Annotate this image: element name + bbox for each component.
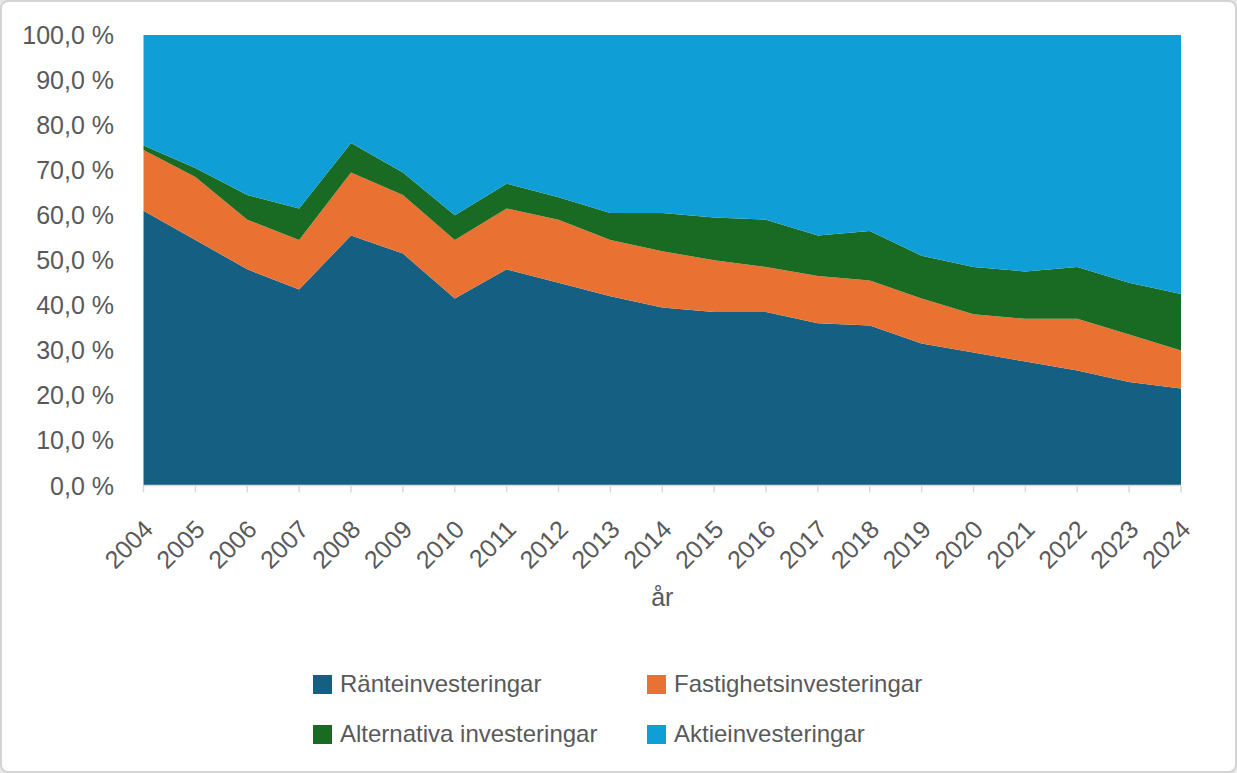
legend-item-aktieinvesteringar: Aktieinvesteringar [647,721,865,747]
x-axis-label: 2011 [463,515,521,573]
x-axis-label: 2008 [306,515,365,574]
x-axis-label: 2012 [514,515,573,574]
x-axis-label: 2009 [358,515,417,574]
x-axis-label: 2004 [99,515,158,574]
y-axis-label: 100,0 % [22,21,114,49]
legend-label: Aktieinvesteringar [674,720,865,748]
legend-marker-aktieinvesteringar [647,725,666,744]
x-axis-label: 2022 [1033,515,1092,574]
x-axis-label: 2017 [773,515,832,574]
y-axis-label: 60,0 % [36,201,114,229]
y-axis-label: 30,0 % [36,336,114,364]
x-axis-label: 2007 [255,515,314,574]
chart-frame: 0,0 % 10,0 % 20,0 % 30,0 % 40,0 % 50,0 % 60,0 … [0,0,1237,773]
x-axis-label: 2024 [1136,515,1195,574]
legend-item-ranteinvesteringar: Ränteinvesteringar [313,671,541,697]
y-axis-label: 0,0 % [50,472,114,500]
x-axis-label: 2015 [670,515,729,574]
y-axis-label: 80,0 % [36,111,114,139]
x-axis-title: år [651,583,673,611]
x-axis-label: 2010 [410,515,469,574]
legend-marker-ranteinvesteringar [313,675,332,694]
y-axis-label: 70,0 % [36,156,114,184]
legend-marker-alternativa-investeringar [313,725,332,744]
x-axis-label: 2021 [981,515,1040,574]
y-axis-label: 10,0 % [36,426,114,454]
x-axis-label: 2013 [566,515,625,574]
legend-label: Alternativa investeringar [340,720,597,748]
x-axis-label: 2019 [877,515,936,574]
stacked-area-chart: 0,0 % 10,0 % 20,0 % 30,0 % 40,0 % 50,0 % 60,0 … [2,2,1235,622]
legend-item-fastighetsinvesteringar: Fastighetsinvesteringar [647,671,922,697]
legend-item-alternativa-investeringar: Alternativa investeringar [313,721,597,747]
legend-label: Fastighetsinvesteringar [674,670,922,698]
y-axis-label: 50,0 % [36,246,114,274]
x-axis-label: 2014 [618,515,677,574]
legend-marker-fastighetsinvesteringar [647,675,666,694]
x-axis-label: 2018 [825,515,884,574]
x-axis-label: 2006 [203,515,262,574]
legend-label: Ränteinvesteringar [340,670,541,698]
y-axis-label: 40,0 % [36,291,114,319]
x-axis-label: 2005 [151,515,210,574]
y-axis-label: 90,0 % [36,66,114,94]
x-axis-label: 2016 [721,515,780,574]
x-axis-label: 2023 [1085,515,1144,574]
y-axis-label: 20,0 % [36,381,114,409]
x-axis-label: 2020 [929,515,988,574]
